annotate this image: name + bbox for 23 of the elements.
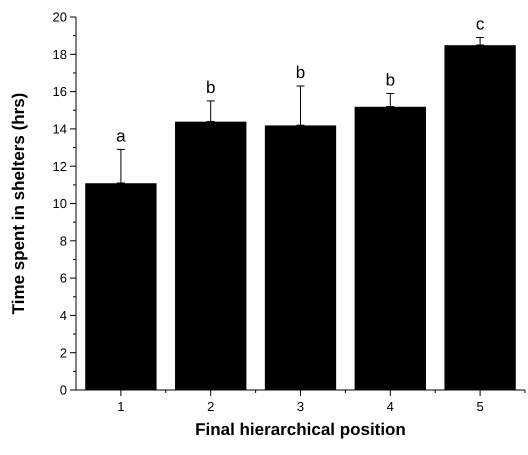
y-tick-label: 4 — [60, 308, 67, 323]
annotation: c — [476, 14, 485, 34]
y-axis-title: Time spent in shelters (hrs) — [9, 92, 28, 314]
y-tick-label: 8 — [60, 233, 67, 248]
x-tick-label: 2 — [207, 399, 214, 414]
y-tick-label: 2 — [60, 345, 67, 360]
x-tick-label: 4 — [386, 399, 394, 414]
y-tick-label: 0 — [60, 382, 67, 398]
y-tick-label: 14 — [52, 121, 67, 136]
annotation: b — [296, 63, 306, 82]
y-tick-label: 16 — [52, 84, 67, 100]
x-tick-label: 5 — [476, 399, 484, 414]
x-tick-label: 1 — [117, 399, 125, 414]
y-tick-label: 18 — [52, 46, 67, 62]
x-axis-title: Final hierarchical position — [195, 420, 406, 439]
y-tick-label: 6 — [60, 270, 67, 286]
y-tick-label: 10 — [52, 196, 67, 212]
y-tick-label: 12 — [52, 158, 67, 174]
x-tick-label: 3 — [296, 399, 304, 414]
y-tick-label: 20 — [52, 10, 67, 25]
annotation: b — [206, 78, 216, 97]
annotation: a — [116, 126, 126, 146]
annotation: b — [386, 70, 396, 90]
